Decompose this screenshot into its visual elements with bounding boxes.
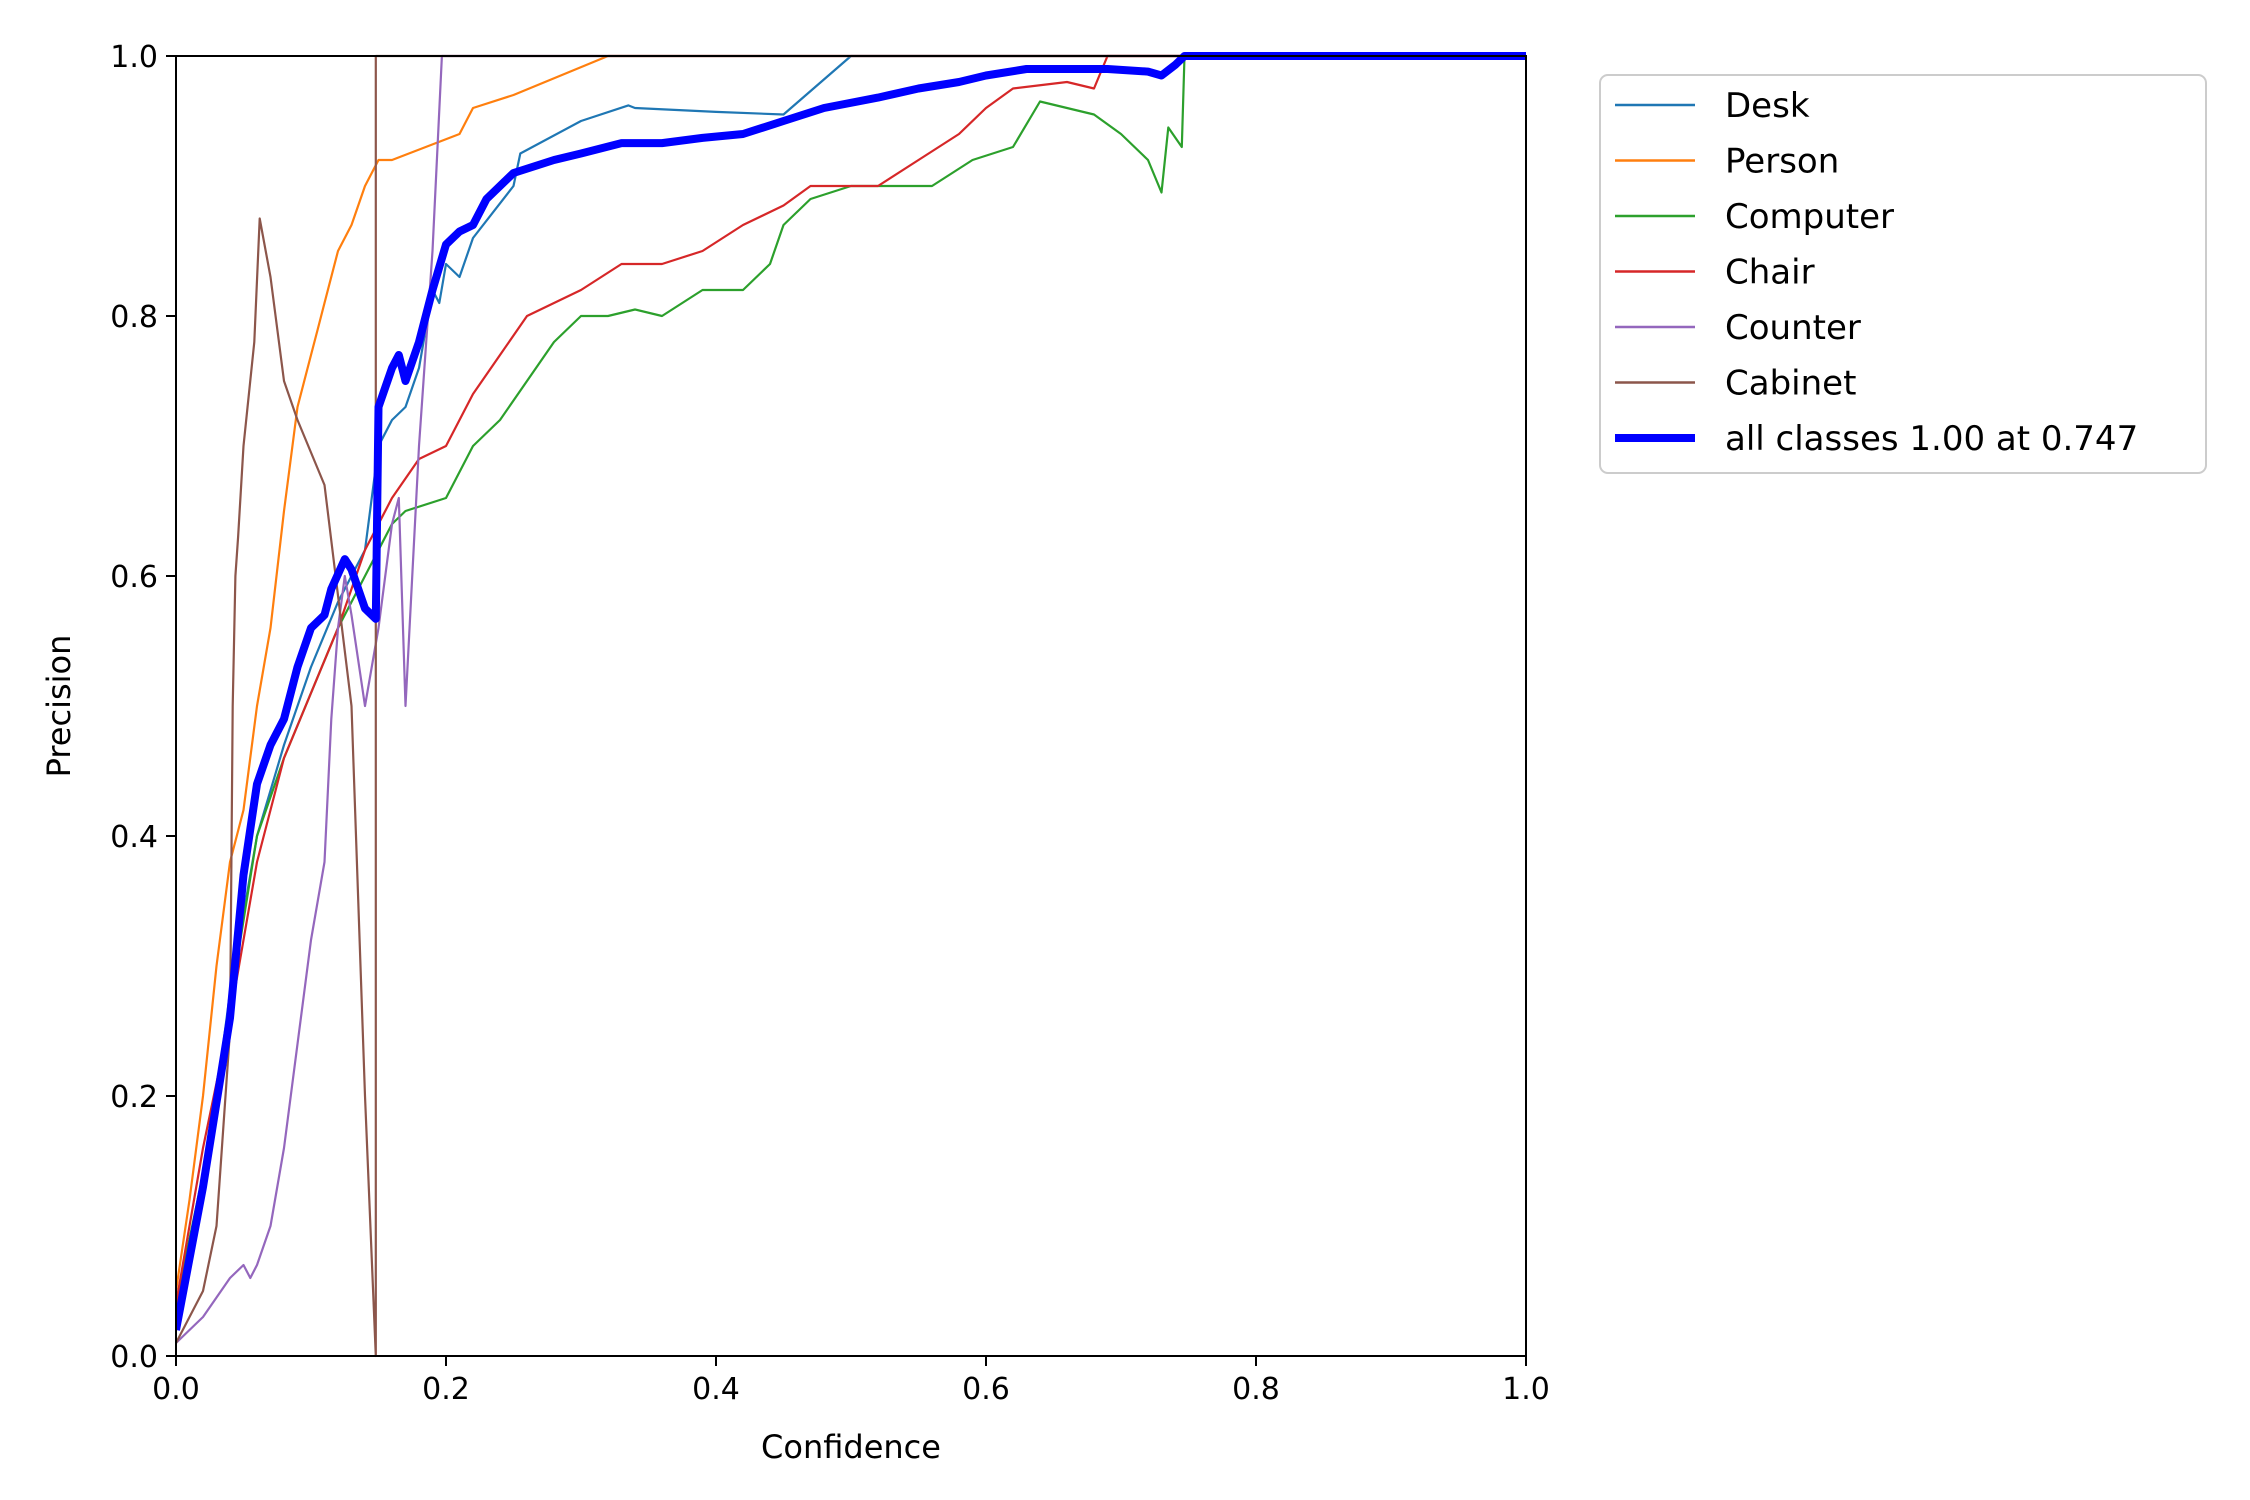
y-tick-label: 0.4 (110, 820, 158, 855)
x-tick-label: 0.2 (422, 1372, 470, 1407)
legend: Desk Person Computer Chair Counter Cabinet all… (1599, 74, 2207, 474)
legend-label: Person (1725, 142, 1839, 182)
legend-label: Chair (1725, 253, 1815, 293)
y-tick-label: 0.8 (110, 300, 158, 335)
y-tick-label: 1.0 (110, 40, 158, 75)
series-line-desk (176, 54, 1526, 1318)
y-axis-label: Precision (40, 635, 78, 778)
plot-frame (175, 55, 1527, 1357)
y-tick-label: 0.2 (110, 1080, 158, 1115)
y-tick-label: 0.6 (110, 560, 158, 595)
y-axis: 0.0 0.2 0.4 0.6 0.8 1.0 (110, 40, 176, 1375)
x-axis: 0.0 0.2 0.4 0.6 0.8 1.0 (152, 1356, 1550, 1407)
legend-label: Desk (1725, 86, 1810, 126)
x-tick-label: 1.0 (1502, 1372, 1550, 1407)
series-line-person (176, 54, 1526, 1292)
legend-label: all classes 1.00 at 0.747 (1725, 419, 2138, 459)
legend-label: Cabinet (1725, 364, 1856, 404)
legend-frame (1599, 74, 2207, 474)
series-line-all-classes (176, 52, 1526, 1331)
series-line-counter (176, 54, 1526, 1344)
legend-label: Computer (1725, 197, 1894, 237)
x-tick-label: 0.6 (962, 1372, 1010, 1407)
plot-series-group (176, 52, 1526, 1358)
x-tick-label: 0.0 (152, 1372, 200, 1407)
x-tick-label: 0.4 (692, 1372, 740, 1407)
series-line-chair (176, 54, 1526, 1305)
x-axis-label: Confidence (761, 1428, 941, 1466)
x-tick-label: 0.8 (1232, 1372, 1280, 1407)
legend-label: Counter (1725, 308, 1861, 348)
series-line-computer (176, 54, 1526, 1305)
y-tick-label: 0.0 (110, 1340, 158, 1375)
